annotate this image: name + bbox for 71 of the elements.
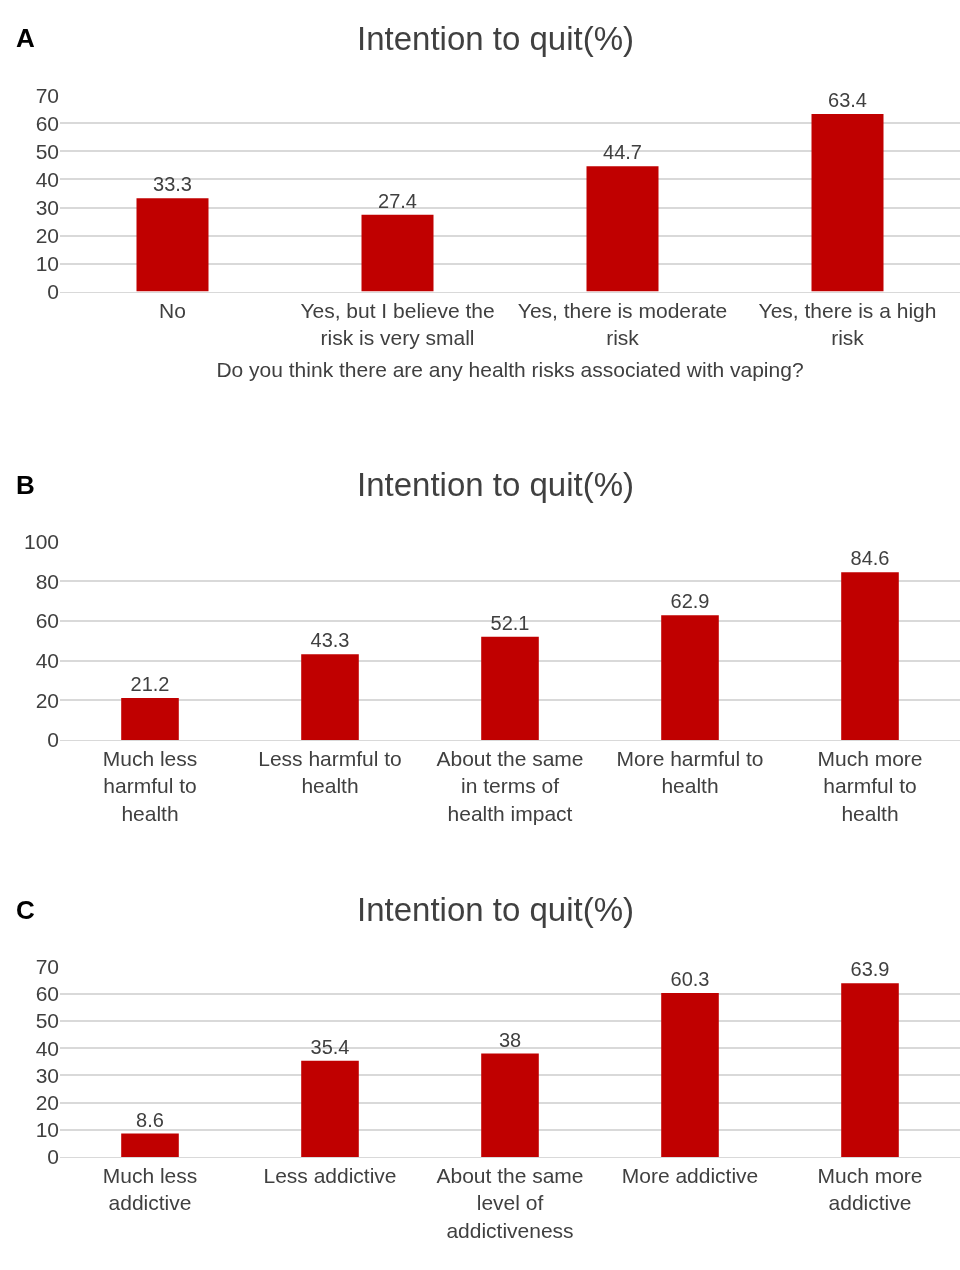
data-label: 8.6: [136, 1108, 164, 1131]
x-tick-label: Yes, but I believe the risk is very small: [300, 298, 495, 350]
chart-title: Intention to quit(%): [357, 466, 634, 503]
y-tick-label: 60: [35, 982, 59, 1006]
y-tick-label: 20: [35, 1090, 59, 1114]
chart-title: Intention to quit(%): [357, 891, 634, 928]
data-label: 63.4: [828, 88, 867, 111]
data-label: 52.1: [490, 611, 530, 634]
data-label: 38: [498, 1028, 522, 1051]
bar: [661, 615, 719, 740]
y-tick-label: 70: [35, 83, 59, 107]
x-tick-label: Much less addictive: [102, 1164, 198, 1215]
text: C: [16, 895, 35, 925]
bar: [841, 572, 899, 740]
data-label: 60.3: [670, 967, 710, 990]
y-tick-label: 70: [35, 954, 59, 978]
y-tick-label: 10: [35, 1118, 59, 1142]
x-tick-label: Much less harmful to health: [102, 747, 198, 825]
y-tick-label: 40: [35, 649, 59, 673]
bar: [811, 113, 884, 292]
y-tick-label: 10: [35, 251, 59, 275]
x-tick-label: No: [159, 298, 186, 322]
x-tick-label: Less addictive: [263, 1164, 397, 1188]
bar: [121, 1133, 179, 1157]
bar: [301, 654, 359, 740]
chart-title: Intention to quit(%): [357, 20, 634, 57]
x-tick-label: Much more harmful to health: [817, 747, 923, 825]
bar: [121, 697, 179, 740]
data-label: 44.7: [603, 141, 642, 164]
x-tick-label: Yes, there is a high risk: [758, 298, 937, 350]
x-tick-label: About the same in terms of health impact: [436, 747, 584, 825]
x-tick-label: Less harmful to health: [258, 747, 402, 798]
x-tick-label: More harmful to health: [616, 747, 764, 798]
data-label: 43.3: [310, 629, 350, 652]
x-tick-label: Much more addictive: [817, 1164, 923, 1215]
data-label: 33.3: [153, 173, 192, 196]
text: A: [16, 23, 35, 53]
y-tick-label: 20: [35, 688, 59, 712]
y-tick-label: 0: [47, 1145, 59, 1169]
bar: [301, 1060, 359, 1157]
data-label: 63.9: [850, 958, 890, 981]
data-label: 84.6: [850, 547, 890, 570]
bar: [586, 166, 659, 292]
bar: [661, 992, 719, 1157]
bar: [136, 198, 209, 292]
y-tick-label: 0: [47, 728, 59, 752]
y-tick-label: 60: [35, 609, 59, 633]
y-tick-label: 80: [35, 569, 59, 593]
data-label: 21.2: [130, 672, 170, 695]
data-label: 62.9: [670, 590, 710, 613]
y-tick-label: 100: [23, 530, 59, 554]
y-tick-label: 0: [47, 279, 59, 303]
data-label: 35.4: [310, 1035, 350, 1058]
y-tick-label: 20: [35, 223, 59, 247]
bar: [481, 1053, 539, 1157]
x-tick-label: More addictive: [621, 1164, 759, 1188]
x-axis-title: Do you think there are any health risks associated with vaping?: [216, 358, 804, 382]
data-label: 27.4: [378, 189, 417, 212]
y-tick-label: 50: [35, 139, 59, 163]
y-tick-label: 60: [35, 111, 59, 135]
y-tick-label: 50: [35, 1009, 59, 1033]
y-tick-label: 30: [35, 1063, 59, 1087]
y-tick-label: 30: [35, 195, 59, 219]
x-tick-label: About the same level of addictiveness: [436, 1164, 584, 1242]
x-tick-label: Yes, there is moderate risk: [517, 298, 728, 350]
bar: [481, 636, 539, 740]
bar: [841, 983, 899, 1157]
bar: [361, 214, 434, 292]
y-tick-label: 40: [35, 167, 59, 191]
y-tick-label: 40: [35, 1036, 59, 1060]
text: B: [16, 470, 35, 500]
